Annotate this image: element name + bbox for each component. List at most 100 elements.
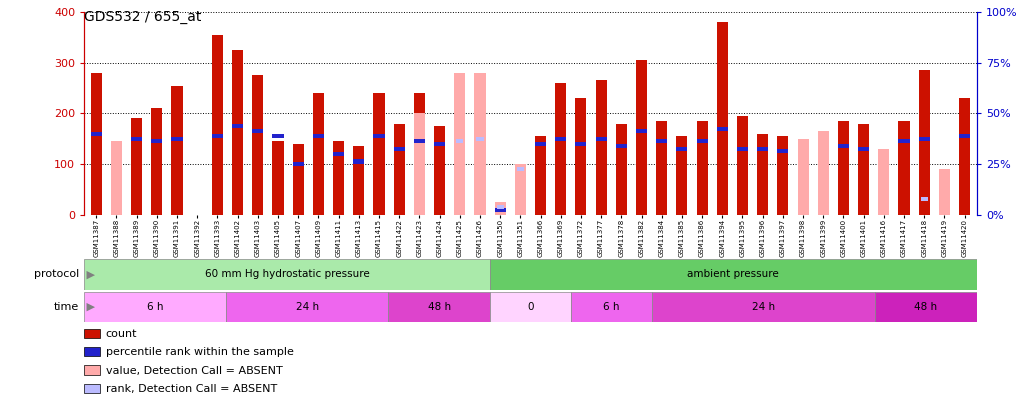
Bar <box>90 132 102 136</box>
Bar <box>737 116 748 215</box>
Bar <box>576 142 587 146</box>
Bar <box>676 147 687 151</box>
Bar <box>84 329 101 338</box>
Bar <box>697 121 708 215</box>
Bar <box>373 93 385 215</box>
Bar <box>211 35 223 215</box>
Bar <box>455 73 466 215</box>
Bar <box>413 113 425 215</box>
Bar <box>920 198 928 202</box>
Bar <box>757 147 768 151</box>
Bar <box>495 207 506 211</box>
Bar <box>84 292 226 322</box>
Text: ▶: ▶ <box>83 269 95 279</box>
Text: time: time <box>53 302 79 312</box>
Text: 6 h: 6 h <box>603 302 620 312</box>
Bar <box>653 292 875 322</box>
Bar <box>333 152 344 156</box>
Bar <box>413 139 425 143</box>
Text: ambient pressure: ambient pressure <box>687 269 779 279</box>
Bar <box>818 131 829 215</box>
Bar <box>616 124 627 215</box>
Bar <box>757 134 768 215</box>
Bar <box>899 121 910 215</box>
Bar <box>858 147 869 151</box>
Text: 60 mm Hg hydrostatic pressure: 60 mm Hg hydrostatic pressure <box>204 269 369 279</box>
Bar <box>131 118 143 215</box>
Bar <box>595 81 606 215</box>
Text: 6 h: 6 h <box>147 302 163 312</box>
Bar <box>489 259 977 290</box>
Bar <box>333 141 344 215</box>
Bar <box>151 108 162 215</box>
Bar <box>131 137 143 141</box>
Text: 24 h: 24 h <box>752 302 776 312</box>
Text: GDS532 / 655_at: GDS532 / 655_at <box>84 10 201 24</box>
Bar <box>84 384 101 393</box>
Text: 24 h: 24 h <box>295 302 319 312</box>
Bar <box>313 134 324 138</box>
Bar <box>353 146 364 215</box>
Bar <box>858 124 869 215</box>
Text: percentile rank within the sample: percentile rank within the sample <box>106 347 293 358</box>
Bar <box>555 83 566 215</box>
Bar <box>211 134 223 138</box>
Bar <box>918 137 930 141</box>
Bar <box>84 259 489 290</box>
Bar <box>434 126 445 215</box>
Bar <box>515 212 526 215</box>
Bar <box>292 144 304 215</box>
Bar <box>717 126 727 130</box>
Bar <box>273 134 283 138</box>
Bar <box>111 141 122 215</box>
Bar <box>389 292 489 322</box>
Bar <box>657 139 667 143</box>
Bar <box>252 129 264 133</box>
Bar <box>918 70 930 215</box>
Text: 0: 0 <box>527 302 534 312</box>
Bar <box>497 205 504 209</box>
Text: 48 h: 48 h <box>914 302 938 312</box>
Bar <box>737 147 748 151</box>
Bar <box>535 142 546 146</box>
Bar <box>252 75 264 215</box>
Bar <box>313 93 324 215</box>
Bar <box>636 60 647 215</box>
Bar <box>413 93 425 215</box>
Bar <box>474 73 485 215</box>
Bar <box>939 169 950 215</box>
Bar <box>959 134 971 138</box>
Bar <box>838 121 850 215</box>
Bar <box>394 147 404 151</box>
Bar <box>717 22 727 215</box>
Text: protocol: protocol <box>34 269 79 279</box>
Bar <box>84 365 101 375</box>
Bar <box>778 136 788 215</box>
Bar <box>353 160 364 164</box>
Bar <box>959 98 971 215</box>
Bar <box>489 292 571 322</box>
Bar <box>171 85 183 215</box>
Bar <box>838 144 850 148</box>
Text: value, Detection Call = ABSENT: value, Detection Call = ABSENT <box>106 366 282 376</box>
Bar <box>657 121 667 215</box>
Bar <box>576 98 587 215</box>
Bar <box>373 134 385 138</box>
Text: ▶: ▶ <box>83 302 95 312</box>
Bar <box>394 124 404 215</box>
Bar <box>636 129 647 133</box>
Bar <box>232 50 243 215</box>
Bar <box>457 139 464 143</box>
Bar <box>797 139 808 215</box>
Bar <box>875 292 977 322</box>
Bar <box>555 137 566 141</box>
Bar <box>151 139 162 143</box>
Bar <box>84 347 101 356</box>
Bar <box>571 292 653 322</box>
Bar <box>476 137 483 141</box>
Text: 48 h: 48 h <box>428 302 450 312</box>
Bar <box>171 137 183 141</box>
Text: rank, Detection Call = ABSENT: rank, Detection Call = ABSENT <box>106 384 277 394</box>
Bar <box>899 139 910 143</box>
Bar <box>878 149 890 215</box>
